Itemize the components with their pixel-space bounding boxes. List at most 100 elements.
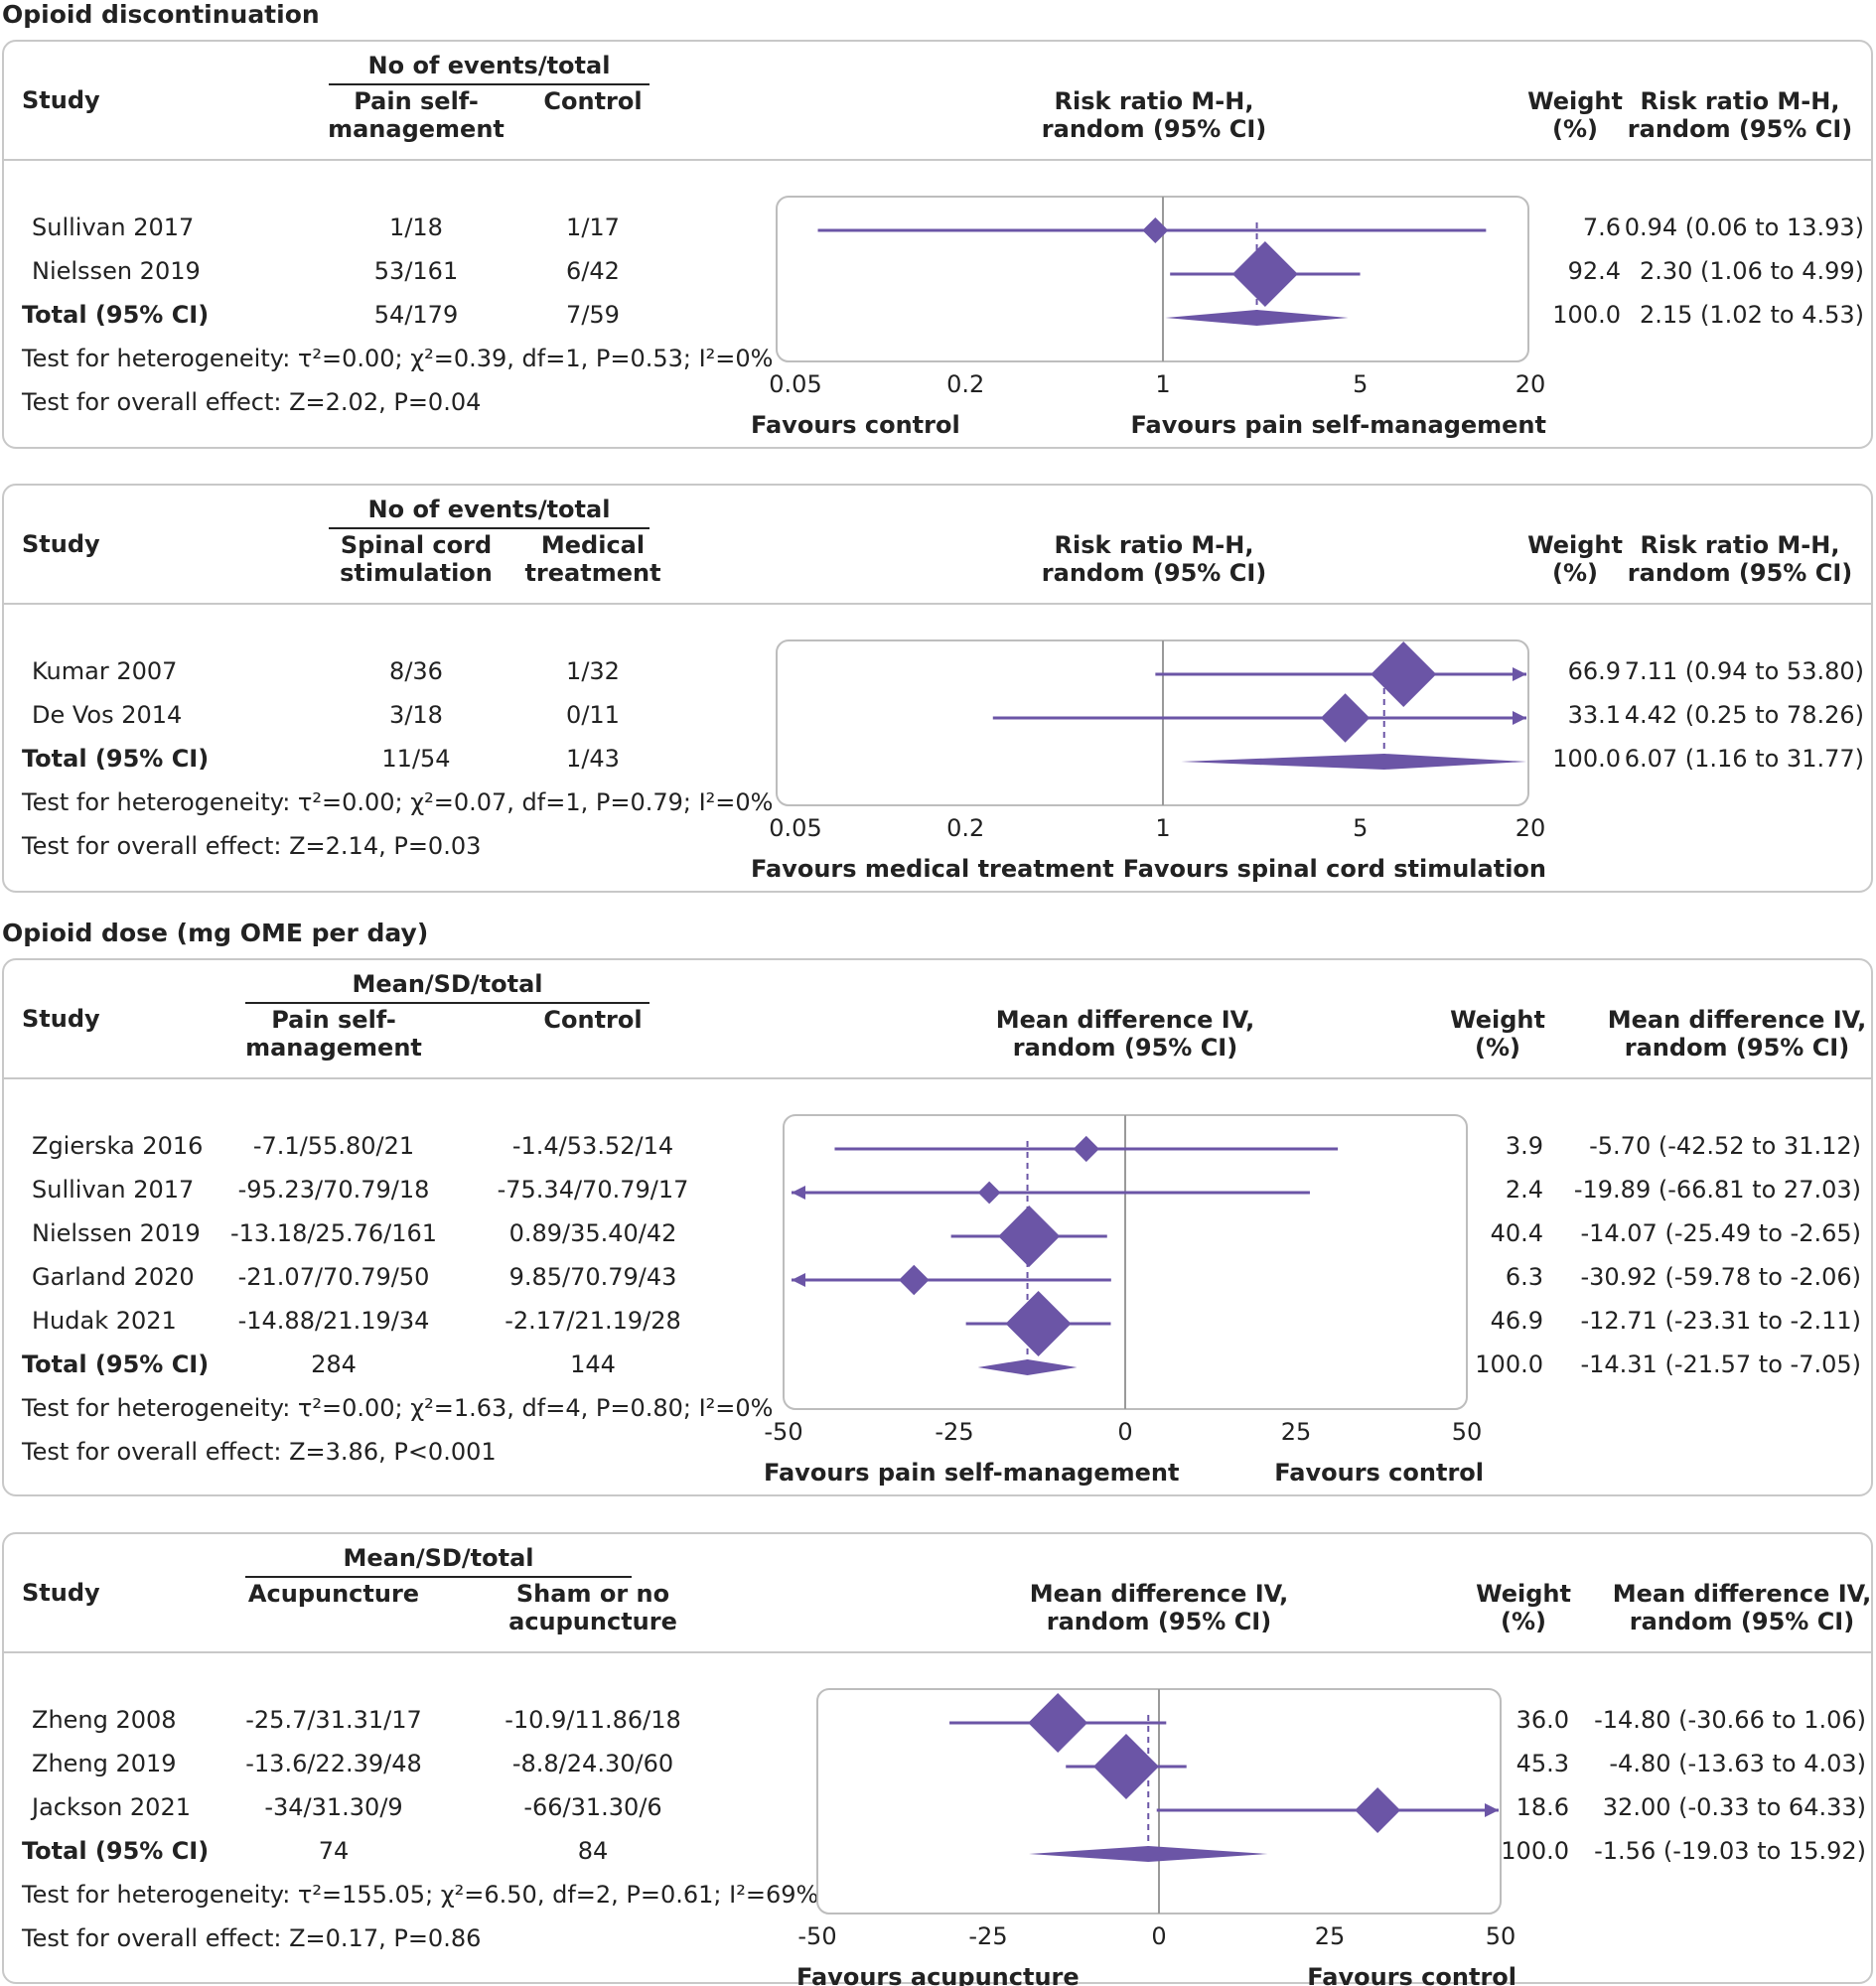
overall-effect-test: Test for overall effect: Z=2.14, P=0.03 [22, 832, 482, 860]
intervention-value: 74 [318, 1837, 350, 1865]
control-value: -75.34/70.79/17 [497, 1176, 689, 1204]
tick-label: 25 [1281, 1418, 1312, 1446]
tick-label: 0.2 [946, 814, 984, 842]
study-estimate-marker [1028, 1693, 1088, 1753]
effect-estimate: 32.00 (-0.33 to 64.33) [1602, 1793, 1866, 1821]
ci-arrow [792, 1186, 805, 1200]
intervention-value: 54/179 [373, 301, 459, 329]
heterogeneity-test: Test for heterogeneity: τ²=0.00; χ²=1.63… [22, 1394, 774, 1422]
tick-label: 0.05 [769, 814, 821, 842]
study-estimate-marker [1355, 1787, 1401, 1833]
study-estimate-marker [1073, 1135, 1099, 1163]
study-column-header: Study [22, 1005, 100, 1033]
control-value: 0/11 [566, 701, 620, 729]
forest-panel: Study No of events/total Pain self-managem… [2, 40, 1873, 449]
plot-column-header: Mean difference IV, random (95% CI) [1029, 1580, 1289, 1635]
study-name: Kumar 2007 [32, 657, 178, 685]
tick-label: 0.05 [769, 370, 821, 398]
intervention-column-header: Spinal cord stimulation [340, 531, 493, 587]
effect-column-header: Mean difference IV, random (95% CI) [1612, 1580, 1872, 1635]
study-name: Garland 2020 [32, 1263, 195, 1291]
tick-label: 1 [1155, 370, 1170, 398]
control-column-header: Control [543, 87, 643, 115]
favours-left-label: Favours pain self-management [764, 1459, 1179, 1487]
weight-value: 45.3 [1515, 1750, 1569, 1777]
control-column-header: Medical treatment [524, 531, 661, 587]
tick-label: 5 [1353, 370, 1368, 398]
tick-label: 20 [1515, 814, 1546, 842]
group-header-rule [245, 1576, 632, 1578]
forest-plot: -50 -25 0 25 50 Favours pain self-management F… [764, 1114, 1484, 1487]
study-estimate-marker [1142, 216, 1169, 244]
plot-column-header: Mean difference IV, random (95% CI) [995, 1006, 1255, 1062]
study-name: Jackson 2021 [32, 1793, 191, 1821]
tick-label: 50 [1452, 1418, 1483, 1446]
intervention-value: 284 [311, 1350, 357, 1378]
intervention-value: -7.1/55.80/21 [252, 1132, 415, 1160]
study-estimate-marker [899, 1264, 930, 1296]
weight-value: 100.0 [1552, 745, 1621, 773]
control-value: 7/59 [566, 301, 620, 329]
study-name: Nielssen 2019 [32, 257, 201, 285]
weight-value: 40.4 [1490, 1219, 1543, 1247]
forest-panel: Study Mean/SD/total Pain self-management Co… [2, 958, 1873, 1496]
intervention-value: -95.23/70.79/18 [237, 1176, 430, 1204]
study-name: Nielssen 2019 [32, 1219, 201, 1247]
intervention-value: -14.88/21.19/34 [237, 1307, 430, 1335]
ci-arrow [1513, 711, 1526, 725]
intervention-value: 3/18 [389, 701, 443, 729]
intervention-value: 11/54 [381, 745, 451, 773]
effect-column-header: Risk ratio M-H, random (95% CI) [1627, 531, 1853, 587]
study-estimate-marker [998, 1206, 1061, 1267]
effect-estimate: 2.15 (1.02 to 4.53) [1639, 301, 1864, 329]
total-label: Total (95% CI) [22, 301, 210, 329]
heterogeneity-test: Test for heterogeneity: τ²=0.00; χ²=0.39… [22, 345, 774, 372]
group-header: No of events/total [367, 496, 611, 523]
study-estimate-marker [1005, 1291, 1072, 1356]
control-value: -10.9/11.86/18 [505, 1706, 681, 1734]
intervention-value: -34/31.30/9 [264, 1793, 403, 1821]
plot-column-header: Risk ratio M-H, random (95% CI) [1041, 531, 1267, 587]
effect-estimate: -5.70 (-42.52 to 31.12) [1589, 1132, 1861, 1160]
effect-column-header: Mean difference IV, random (95% CI) [1607, 1006, 1867, 1062]
study-estimate-marker [1320, 693, 1371, 743]
tick-label: 20 [1515, 370, 1546, 398]
study-name: De Vos 2014 [32, 701, 183, 729]
study-estimate-marker [1371, 641, 1437, 707]
intervention-value: 1/18 [389, 213, 443, 241]
weight-value: 2.4 [1505, 1176, 1543, 1204]
effect-estimate: -14.80 (-30.66 to 1.06) [1594, 1706, 1866, 1734]
total-label: Total (95% CI) [22, 1350, 210, 1378]
tick-label: -50 [797, 1922, 836, 1950]
intervention-column-header: Acupuncture [247, 1580, 420, 1608]
tick-label: 50 [1486, 1922, 1516, 1950]
weight-column-header: Weight (%) [1527, 531, 1623, 587]
favours-right-label: Favours spinal cord stimulation [1123, 855, 1546, 883]
tick-label: -25 [935, 1418, 973, 1446]
weight-value: 66.9 [1567, 657, 1621, 685]
overall-effect-test: Test for overall effect: Z=0.17, P=0.86 [22, 1924, 482, 1952]
weight-value: 92.4 [1567, 257, 1621, 285]
effect-estimate: 6.07 (1.16 to 31.77) [1624, 745, 1864, 773]
study-column-header: Study [22, 86, 100, 114]
group-header-rule [329, 527, 649, 529]
pooled-diamond [977, 1359, 1078, 1375]
study-name: Hudak 2021 [32, 1307, 177, 1335]
plot-column-header: Risk ratio M-H, random (95% CI) [1041, 87, 1267, 143]
tick-label: 0 [1151, 1922, 1166, 1950]
intervention-value: -25.7/31.31/17 [245, 1706, 422, 1734]
total-label: Total (95% CI) [22, 745, 210, 773]
control-value: 0.89/35.40/42 [508, 1219, 677, 1247]
control-value: -8.8/24.30/60 [511, 1750, 674, 1777]
effect-estimate: -14.31 (-21.57 to -7.05) [1580, 1350, 1861, 1378]
control-value: 1/43 [566, 745, 620, 773]
control-value: 9.85/70.79/43 [508, 1263, 677, 1291]
intervention-column-header: Pain self-management [245, 1006, 422, 1062]
ci-arrow [792, 1273, 805, 1287]
effect-estimate: 0.94 (0.06 to 13.93) [1624, 213, 1864, 241]
control-value: 1/17 [566, 213, 620, 241]
study-estimate-marker [1231, 241, 1298, 307]
study-name: Sullivan 2017 [32, 213, 195, 241]
weight-column-header: Weight (%) [1450, 1006, 1545, 1062]
weight-value: 100.0 [1475, 1350, 1543, 1378]
